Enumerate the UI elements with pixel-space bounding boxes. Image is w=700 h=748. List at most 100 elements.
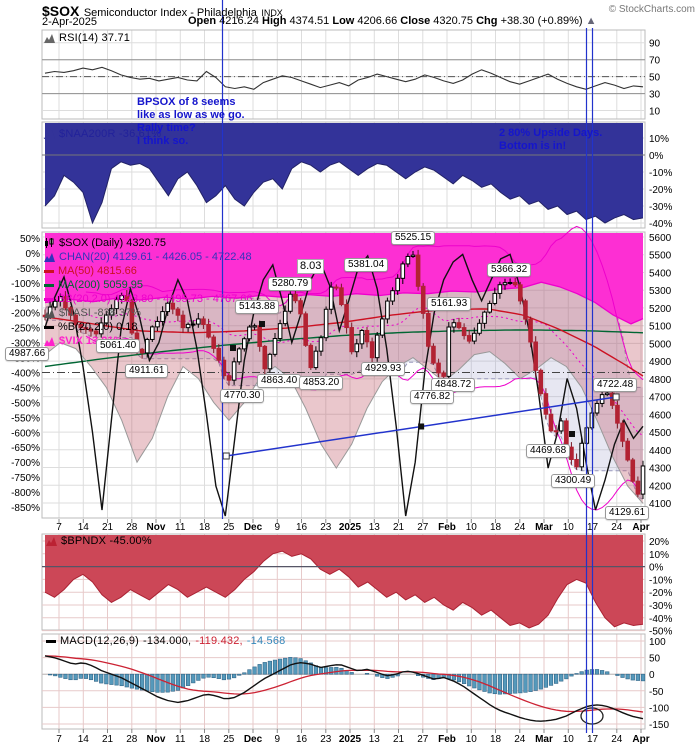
macd-histogram-bar [252,666,257,675]
candlestick [431,345,436,364]
macd-histogram-bar [456,673,462,683]
candlestick [400,263,406,279]
macd-value: -134.000, [143,635,192,647]
candlestick [640,465,646,495]
price-callout: 4770.30 [220,389,265,403]
macd-histogram-bar [528,673,533,692]
trendline-handle[interactable] [222,452,230,460]
price-callout: 4776.82 [410,390,455,404]
trendline-handle[interactable] [612,393,620,401]
macd-histogram-bar [63,673,68,679]
legend-row: MA(50) 4815.66 [44,264,252,278]
macd-histogram-bar [134,673,140,690]
macd-histogram-bar [262,662,267,675]
axis-label: Feb [438,734,456,745]
candlestick [569,446,574,461]
macd-histogram-bar [630,673,635,681]
candlestick [359,329,365,345]
axis-label: -600% [11,428,40,439]
candlestick [93,330,99,335]
candlestick [349,327,354,353]
quote-line: Open 4216.24 High 4374.51 Low 4206.66 Cl… [188,15,596,27]
macd-histogram-bar [155,673,160,693]
axis-label: -750% [11,473,40,484]
axis-label: -500% [11,398,40,409]
axis-label: 24 [611,522,623,533]
candlestick [374,334,380,359]
mountain-icon [44,33,55,43]
axis-label: 23 [320,734,332,745]
candlestick [451,322,457,328]
candlestick [242,338,247,350]
candlestick [318,337,324,352]
axis-label: 24 [611,734,623,745]
macd-histogram-bar [58,673,63,678]
axis-label: 25 [223,734,235,745]
legend-row: MA(200) 5059.95 [44,278,252,292]
candlestick [507,281,513,284]
macd-histogram-bar [99,673,104,684]
candlestick [543,393,549,415]
candlestick-icon [45,238,54,248]
candlestick [63,296,68,309]
axis-label: Apr [632,734,649,745]
open-label: Open [188,15,217,27]
candlestick [446,326,452,377]
candlestick [344,304,349,329]
price-callout: 4469.68 [526,444,571,458]
macd-histogram-bar [247,669,252,675]
axis-label: -40% [649,219,672,230]
marker-square [569,431,575,437]
axis-label: 4700 [649,393,672,404]
axis-label: 9 [274,522,280,533]
axis-label: 14 [78,734,90,745]
macd-histogram-bar [324,667,329,675]
axis-label: 4900 [649,357,672,368]
candlestick [73,314,78,326]
axis-label: -800% [11,488,40,499]
candlestick [323,308,329,339]
candlestick [267,353,273,370]
trendline-handle[interactable] [418,423,425,430]
axis-label: -550% [11,413,40,424]
line-icon [44,283,54,287]
macd-histogram-bar [186,673,191,686]
axis-label: 25 [223,522,235,533]
price-callout: 4722.48 [593,378,638,392]
macd-histogram-bar [600,670,605,675]
macd-histogram-bar [283,657,288,675]
candlestick [52,300,58,308]
macd-histogram-bar [272,659,278,675]
candlestick [502,282,508,286]
macd-histogram-bar [78,673,83,679]
axis-label: -450% [11,383,40,394]
candlestick [410,254,416,258]
legend-text: MA(50) 4815.66 [58,265,137,277]
axis-label: 7 [56,522,62,533]
axis-label: 2025 [339,734,362,745]
naa200r-label-text: $NAA200R -36.61% [59,128,162,140]
macd-histogram-bar [579,671,584,675]
price-callout: 5143.88 [235,300,280,314]
axis-label: 11 [175,522,186,533]
up-arrow-icon: ▲ [585,15,597,27]
mountain-icon [44,129,55,139]
macd-histogram-bar [298,658,303,675]
chg-label: Chg [476,15,498,27]
macd-hist-value: -14.568 [246,635,286,647]
axis-label: -150 [649,720,669,731]
macd-histogram-bar [497,673,502,695]
candlestick [180,314,186,329]
stockcharts-credit[interactable]: © StockCharts.com [608,4,695,15]
mountain-icon [44,308,55,318]
candlestick [247,326,252,340]
axis-label: 18 [199,522,211,533]
candlestick [558,420,564,432]
axis-label: 4600 [649,410,672,421]
axis-label: 4800 [649,375,672,386]
axis-label: 18 [490,522,502,533]
axis-label: 23 [320,522,332,533]
axis-label: 16 [296,522,308,533]
axis-label: 5400 [649,268,672,279]
close-value: 4320.75 [433,15,474,27]
